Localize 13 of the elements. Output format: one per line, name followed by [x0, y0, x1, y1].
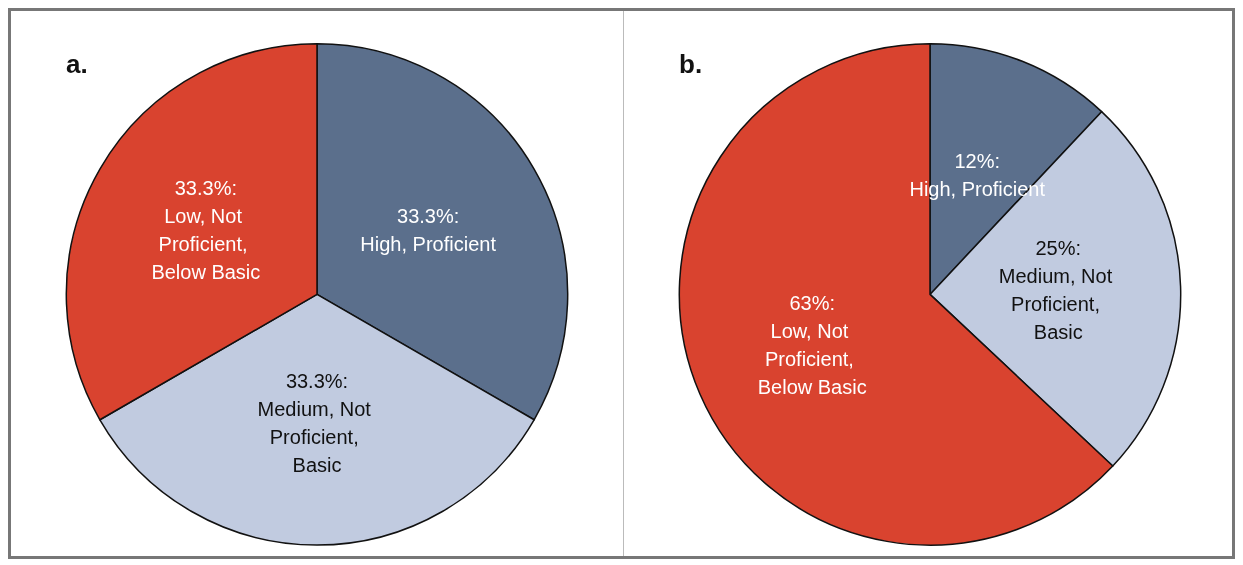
- slice-label: High, Proficient: [360, 233, 497, 256]
- data-label: 63%:: [789, 292, 835, 315]
- data-label: 33.3%:: [397, 205, 460, 228]
- data-label: 33.3%:: [174, 177, 237, 200]
- data-label: 12%:: [954, 150, 1001, 173]
- slice-label: Medium, Not Proficient, Basic: [998, 265, 1118, 344]
- data-label: 33.3%:: [285, 369, 349, 392]
- chart-title: b.: [679, 49, 703, 79]
- slice-label: Low, Not Proficient, Below Basic: [151, 205, 261, 284]
- chart-title: a.: [66, 49, 88, 79]
- slice-label: Medium, Not Proficient, Basic: [257, 397, 377, 476]
- data-label: 25%:: [1035, 237, 1082, 260]
- slice-label: Low, Not Proficient, Below Basic: [757, 320, 867, 399]
